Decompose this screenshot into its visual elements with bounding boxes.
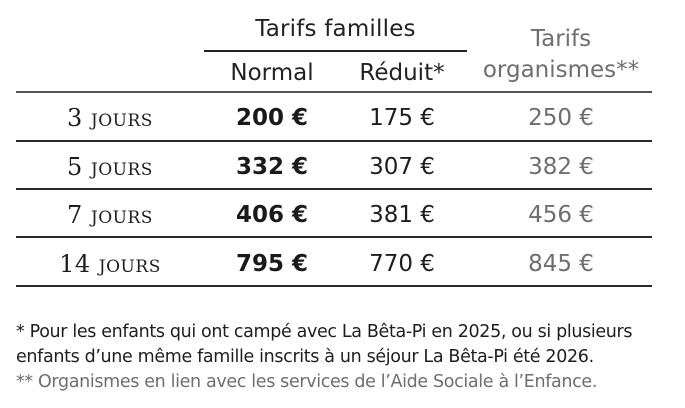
row-divider [16,140,652,142]
price-normal: 795 € [235,251,309,277]
header-divider [16,91,652,93]
duration-label: 5 jours [67,153,153,181]
table-bottom-divider [16,285,652,287]
duration-label: 3 jours [67,104,153,132]
table-row: 7 jours 406 € 381 € 456 € [16,190,652,238]
footnotes: * Pour les enfants qui ont campé avec La… [16,320,685,395]
price-organismes: 845 € [528,251,594,277]
price-organismes: 382 € [528,154,594,180]
price-reduit: 307 € [369,154,435,180]
header-tarifs-organismes: Tarifs organismes** [470,24,652,86]
price-organismes: 250 € [528,105,594,131]
table-row: 5 jours 332 € 307 € 382 € [16,142,652,190]
duration-label: 7 jours [67,201,153,229]
price-reduit: 381 € [369,202,435,228]
price-normal: 200 € [235,105,309,131]
header-org-line1: Tarifs [530,26,592,52]
footnote-reduit-line2: enfants d’une même famille inscrits à un… [16,347,594,367]
price-organismes: 456 € [528,202,594,228]
header-tarifs-familles: Tarifs familles [255,16,416,42]
header-reduit: Réduit* [359,60,445,86]
row-divider [16,236,652,238]
header-group-divider [204,50,467,52]
header-normal: Normal [230,60,314,86]
price-normal: 332 € [235,154,309,180]
header-org-line2: organismes** [482,57,640,83]
duration-label: 14 jours [59,250,161,278]
row-divider [16,188,652,190]
price-reduit: 770 € [369,251,435,277]
footnote-organismes: ** Organismes en lien avec les services … [16,372,598,392]
footnote-reduit-line1: * Pour les enfants qui ont campé avec La… [16,322,633,342]
price-normal: 406 € [235,202,309,228]
table-row: 14 jours 795 € 770 € 845 € [16,239,652,287]
table-row: 3 jours 200 € 175 € 250 € [16,93,652,141]
price-reduit: 175 € [369,105,435,131]
